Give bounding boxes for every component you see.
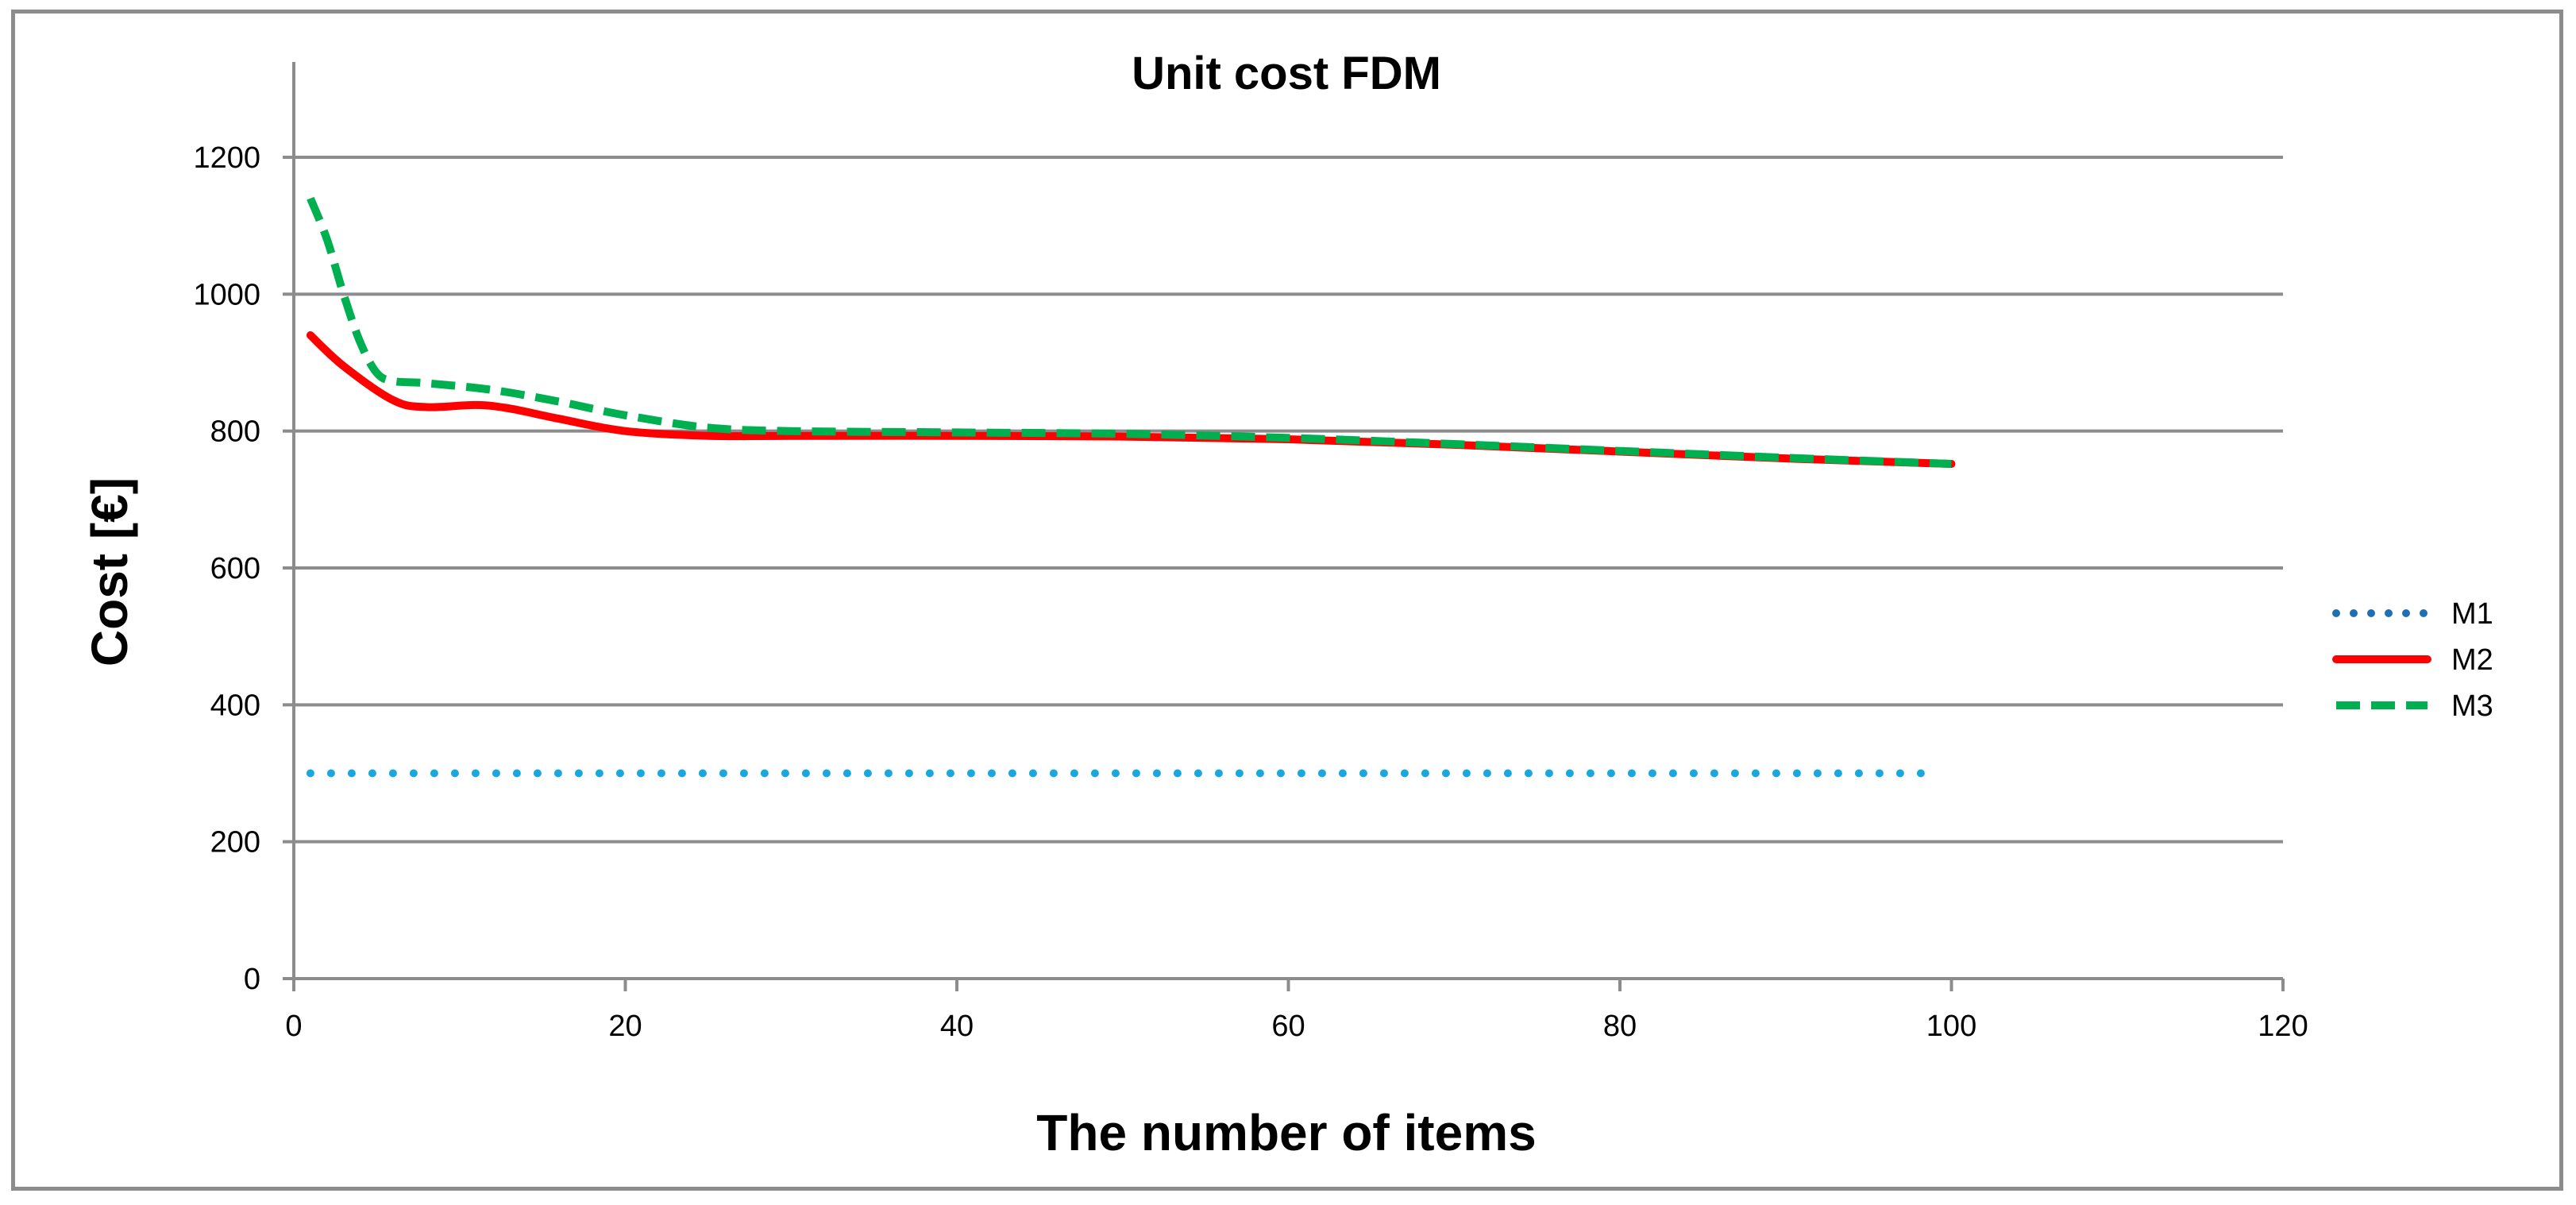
grid-lines <box>294 156 2283 844</box>
chart-title: Unit cost FDM <box>1132 48 1441 99</box>
y-tick-label: 1200 <box>193 141 260 175</box>
chart-frame <box>11 10 2563 1191</box>
y-tick-label: 200 <box>210 826 260 859</box>
y-axis-label: Cost [€] <box>81 477 138 666</box>
x-tick-label: 100 <box>1926 1010 1976 1043</box>
y-tick-label: 0 <box>244 963 260 996</box>
x-tick-label: 80 <box>1603 1010 1637 1043</box>
x-tick-label: 40 <box>940 1010 974 1043</box>
y-tick-label: 400 <box>210 689 260 722</box>
series-line-m3 <box>307 196 1952 468</box>
y-tick-label: 1000 <box>193 278 260 311</box>
legend-label-m2: M2 <box>2451 643 2493 677</box>
x-axis-label: The number of items <box>1036 1104 1536 1161</box>
x-tick-label: 60 <box>1271 1010 1305 1043</box>
series-lines <box>306 196 1956 778</box>
x-tick-label: 20 <box>608 1010 642 1043</box>
y-tick-labels: 0 200 400 600 800 1000 1200 <box>193 141 260 996</box>
legend-label-m3: M3 <box>2451 689 2493 723</box>
legend-label-m1: M1 <box>2451 597 2493 631</box>
y-tick-label: 600 <box>210 552 260 585</box>
axes <box>283 62 2285 991</box>
x-tick-labels: 0 20 40 60 80 100 120 <box>285 1010 2308 1043</box>
legend: M1 M2 M3 <box>2332 597 2493 723</box>
x-tick-label: 120 <box>2258 1010 2308 1043</box>
y-tick-label: 800 <box>210 415 260 449</box>
x-tick-label: 0 <box>285 1010 302 1043</box>
